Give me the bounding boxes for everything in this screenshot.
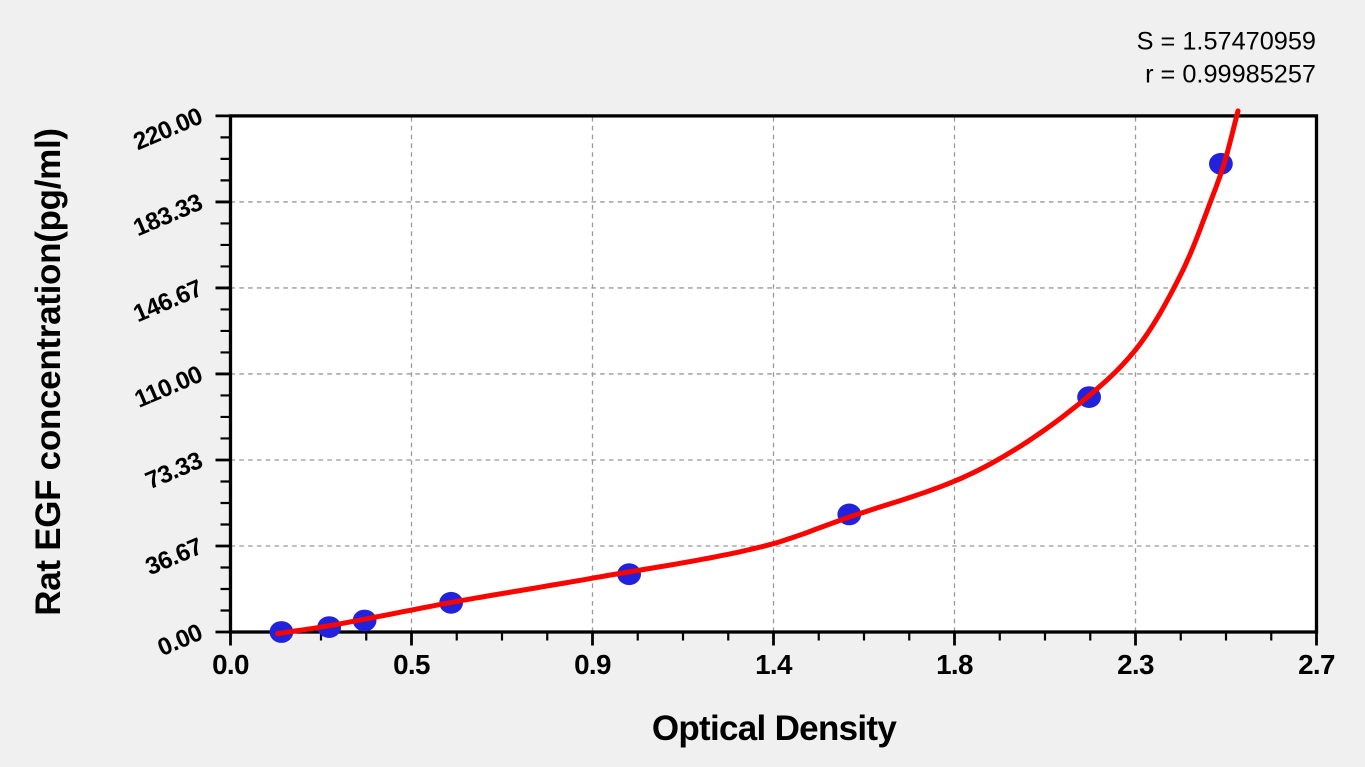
svg-text:Optical Density: Optical Density: [652, 709, 898, 748]
svg-text:1.4: 1.4: [755, 649, 793, 680]
svg-text:1.8: 1.8: [936, 649, 973, 680]
svg-text:0.0: 0.0: [212, 649, 249, 680]
svg-text:r = 0.99985257: r = 0.99985257: [1145, 61, 1316, 89]
svg-text:2.7: 2.7: [1298, 649, 1335, 680]
svg-text:0.9: 0.9: [574, 649, 611, 680]
svg-text:S = 1.57470959: S = 1.57470959: [1137, 28, 1316, 56]
svg-text:2.3: 2.3: [1117, 649, 1154, 680]
svg-text:Rat EGF concentration(pg/ml): Rat EGF concentration(pg/ml): [29, 128, 68, 615]
svg-text:0.5: 0.5: [393, 649, 430, 680]
